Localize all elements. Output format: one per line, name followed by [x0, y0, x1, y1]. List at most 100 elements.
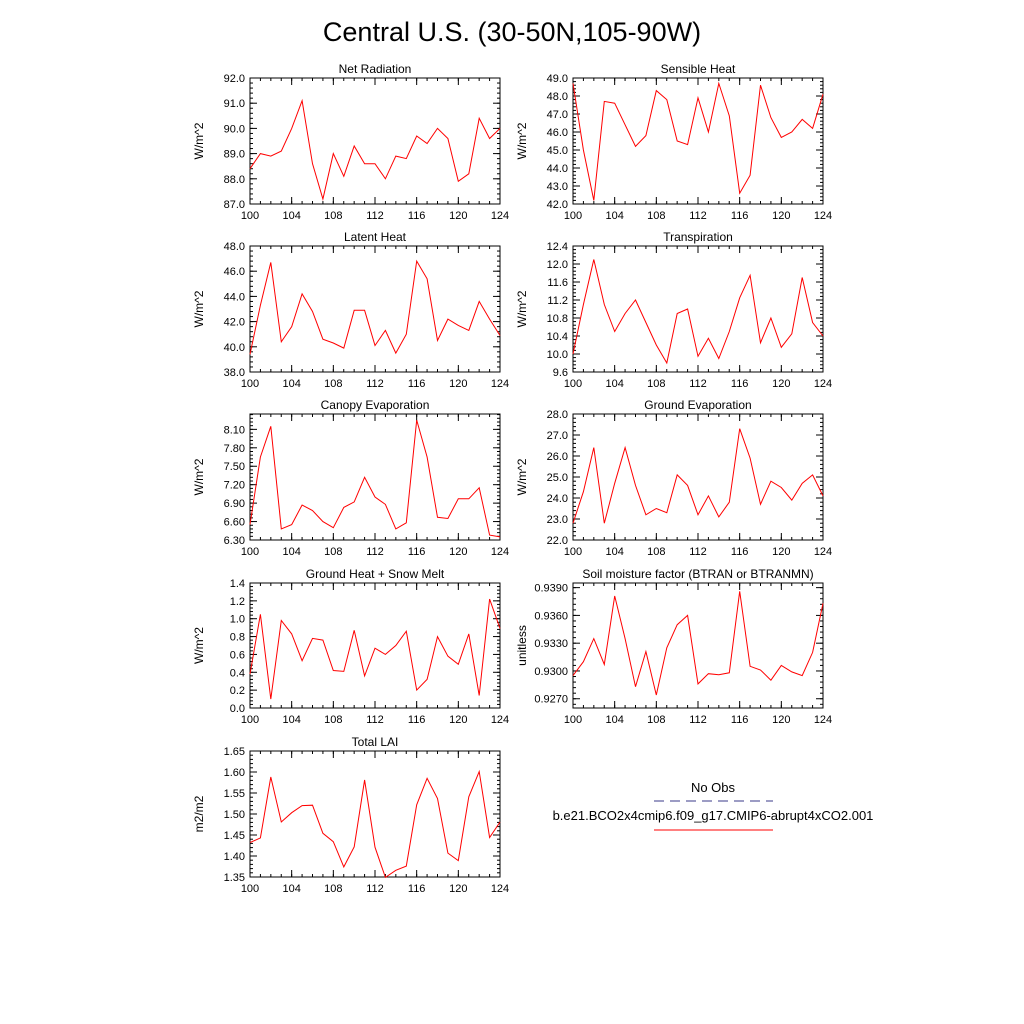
x-tick-label: 124 — [814, 378, 832, 390]
x-tick-label: 108 — [647, 546, 665, 558]
x-tick-label: 120 — [772, 210, 790, 222]
y-tick-label: 11.6 — [547, 277, 568, 289]
x-tick-label: 104 — [282, 378, 300, 390]
y-tick-label: 49.0 — [547, 73, 568, 85]
x-tick-label: 108 — [647, 378, 665, 390]
y-tick-label: 9.6 — [553, 367, 568, 379]
x-tick-label: 108 — [324, 210, 342, 222]
x-tick-label: 104 — [605, 378, 623, 390]
x-tick-label: 116 — [408, 714, 426, 726]
y-tick-label: 0.0 — [230, 703, 245, 715]
x-tick-label: 104 — [605, 210, 623, 222]
x-tick-label: 100 — [241, 378, 259, 390]
x-tick-label: 100 — [241, 210, 259, 222]
x-tick-label: 124 — [814, 210, 832, 222]
panel-canopy-evaporation: 100 104 108 112 116 120 124 6.30 6.60 6.90 7.20 7.5… — [192, 398, 509, 558]
x-tick-label: 100 — [564, 714, 582, 726]
y-tick-label: 22.0 — [547, 535, 568, 547]
y-tick-label: 10.4 — [547, 331, 568, 343]
y-tick-label: 1.45 — [224, 830, 245, 842]
plot-frame — [572, 245, 824, 373]
x-tick-label: 112 — [366, 546, 384, 558]
y-tick-label: 42.0 — [547, 199, 568, 211]
x-tick-label: 120 — [449, 883, 467, 895]
y-tick-label: 46.0 — [547, 127, 568, 139]
x-tick-label: 120 — [449, 546, 467, 558]
x-tick-label: 112 — [366, 210, 384, 222]
x-tick-label: 100 — [564, 546, 582, 558]
x-tick-label: 112 — [689, 378, 707, 390]
series-line — [572, 259, 824, 365]
x-tick-label: 104 — [282, 714, 300, 726]
x-tick-label: 124 — [491, 883, 509, 895]
y-tick-label: 7.20 — [224, 480, 245, 492]
panel-title: Sensible Heat — [661, 62, 736, 76]
x-tick-label: 124 — [491, 546, 509, 558]
y-tick-label: 40.0 — [224, 342, 245, 354]
x-tick-label: 112 — [366, 883, 384, 895]
panel-title: Canopy Evaporation — [321, 398, 430, 412]
panel-latent-heat: 100 104 108 112 116 120 124 38.0 40.0 42.0 44.0 46.… — [192, 230, 509, 390]
panel-title: Soil moisture factor (BTRAN or BTRANMN) — [582, 567, 813, 581]
series-line — [572, 81, 824, 201]
y-tick-label: 8.10 — [224, 424, 245, 436]
x-tick-label: 104 — [282, 210, 300, 222]
x-tick-label: 112 — [366, 714, 384, 726]
y-tick-label: 24.0 — [547, 493, 568, 505]
y-axis-label: unitless — [515, 625, 529, 666]
y-tick-label: 26.0 — [547, 451, 568, 463]
x-tick-label: 124 — [814, 546, 832, 558]
series-line — [249, 98, 501, 201]
y-tick-label: 92.0 — [224, 73, 245, 85]
x-tick-label: 116 — [408, 210, 426, 222]
x-tick-label: 120 — [772, 546, 790, 558]
y-axis-label: W/m^2 — [192, 122, 206, 159]
x-tick-label: 116 — [408, 883, 426, 895]
y-tick-label: 43.0 — [547, 181, 568, 193]
legend: No Obs b.e21.BCO2x4cmip6.f09_g17.CMIP6-a… — [553, 780, 873, 831]
figure-title: Central U.S. (30-50N,105-90W) — [323, 17, 701, 47]
plot-frame — [572, 582, 824, 709]
panel-title: Ground Evaporation — [644, 398, 751, 412]
x-tick-label: 124 — [814, 714, 832, 726]
panel-transpiration: 100 104 108 112 116 120 124 9.6 10.0 10.4 10.8 11.2… — [515, 230, 832, 390]
x-tick-label: 116 — [731, 714, 749, 726]
x-tick-label: 100 — [241, 546, 259, 558]
x-tick-label: 104 — [605, 546, 623, 558]
y-tick-label: 88.0 — [224, 174, 245, 186]
y-tick-label: 47.0 — [547, 109, 568, 121]
y-tick-label: 12.4 — [547, 241, 568, 253]
x-tick-label: 112 — [366, 378, 384, 390]
panel-ground-heat-snow-melt: 100 104 108 112 116 120 124 0.0 0.2 0.4 0.6 0.8 1.0 1… — [192, 567, 509, 726]
series-line — [249, 419, 501, 538]
panel-sensible-heat: 100 104 108 112 116 120 124 42.0 43.0 44.0 45.0 46.… — [515, 62, 832, 222]
x-tick-label: 100 — [241, 714, 259, 726]
x-tick-label: 108 — [324, 714, 342, 726]
x-tick-label: 112 — [689, 714, 707, 726]
panel-soil-moisture-factor-btran-or-btranmn: 100 104 108 112 116 120 124 0.9270 0.9300 0.9330 0… — [515, 567, 832, 726]
y-tick-label: 1.55 — [224, 788, 245, 800]
panel-grid: 100 104 108 112 116 120 124 87.0 88.0 89.0 90.0 91.… — [192, 62, 832, 895]
y-tick-label: 90.0 — [224, 123, 245, 135]
y-tick-label: 1.60 — [224, 767, 245, 779]
y-axis-label: W/m^2 — [515, 290, 529, 327]
panel-ground-evaporation: 100 104 108 112 116 120 124 22.0 23.0 24.0 25.0 26.… — [515, 398, 832, 558]
x-tick-label: 108 — [324, 546, 342, 558]
plot-frame — [249, 582, 501, 709]
y-tick-label: 87.0 — [224, 199, 245, 211]
y-tick-label: 1.50 — [224, 809, 245, 821]
x-tick-label: 112 — [689, 210, 707, 222]
panel-title: Total LAI — [352, 735, 399, 749]
x-tick-label: 116 — [731, 546, 749, 558]
x-tick-label: 104 — [605, 714, 623, 726]
y-tick-label: 7.50 — [224, 461, 245, 473]
x-tick-label: 112 — [689, 546, 707, 558]
y-tick-label: 44.0 — [547, 163, 568, 175]
y-tick-label: 28.0 — [547, 409, 568, 421]
x-tick-label: 124 — [491, 714, 509, 726]
y-tick-label: 0.8 — [230, 632, 245, 644]
series-line — [249, 769, 501, 879]
y-tick-label: 6.30 — [224, 535, 245, 547]
y-tick-label: 0.9360 — [534, 610, 568, 622]
series-line — [572, 428, 824, 524]
